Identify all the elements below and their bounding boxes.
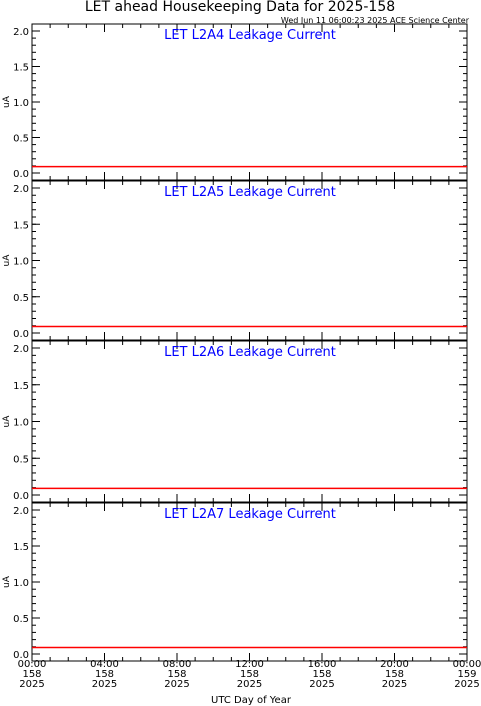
y-tick-label: 0.5 (13, 134, 29, 145)
x-tick-doy: 158 (167, 669, 186, 680)
y-tick-label: 1.5 (13, 220, 29, 231)
panel-frame (31, 502, 468, 662)
x-tick-doy: 159 (457, 669, 476, 680)
y-tick-label: 0.5 (13, 454, 29, 465)
x-tick-doy: 158 (22, 669, 41, 680)
x-tick-doy: 158 (385, 669, 404, 680)
panel-4: 0.0 0.5 1.0 1.5 2.0 uA LET L2A7 Leakage Curren… (2, 502, 468, 662)
x-tick-time: 20:00 (380, 659, 409, 670)
x-axis: 00:00158202504:00158202508:00158202512:0… (18, 659, 481, 690)
y-axis-label: uA (2, 575, 12, 588)
x-tick-doy: 158 (312, 669, 331, 680)
x-tick-year: 2025 (164, 679, 189, 690)
panel-3: 0.0 0.5 1.0 1.5 2.0 uA LET L2A6 Leakage Curren… (2, 340, 468, 503)
x-axis-label: UTC Day of Year (211, 695, 292, 706)
x-tick-time: 04:00 (90, 659, 119, 670)
x-tick-year: 2025 (92, 679, 117, 690)
panel-2: 0.0 0.5 1.0 1.5 2.0 uA LET L2A5 Leakage Curren… (2, 180, 468, 341)
x-tick-doy: 158 (95, 669, 114, 680)
y-tick-label: 2.0 (13, 506, 29, 517)
panels: 0.0 0.5 1.0 1.5 2.0 uA LET L2A4 Leakage Curren… (2, 23, 468, 662)
y-axis-label: uA (2, 415, 12, 428)
panel-frame (31, 23, 468, 181)
panel-title: LET L2A4 Leakage Current (164, 28, 336, 43)
y-tick-label: 1.0 (13, 98, 29, 109)
panel-title: LET L2A5 Leakage Current (164, 185, 336, 200)
x-tick-year: 2025 (237, 679, 262, 690)
y-tick-label: 1.0 (13, 418, 29, 429)
y-axis-label: uA (2, 254, 12, 267)
generation-timestamp: Wed Jun 11 06:00:23 2025 ACE Science Cen… (281, 16, 470, 25)
panel-title: LET L2A6 Leakage Current (164, 345, 336, 360)
y-tick-label: 0.0 (13, 169, 29, 180)
y-tick-label: 1.0 (13, 578, 29, 589)
panel-title: LET L2A7 Leakage Current (164, 507, 336, 522)
x-tick-year: 2025 (382, 679, 407, 690)
x-tick-year: 2025 (454, 679, 479, 690)
y-tick-label: 2.0 (13, 27, 29, 38)
x-tick-time: 00:00 (18, 659, 47, 670)
panel-1: 0.0 0.5 1.0 1.5 2.0 uA LET L2A4 Leakage Curren… (2, 23, 468, 181)
panel-frame (31, 180, 468, 341)
x-tick-year: 2025 (309, 679, 334, 690)
y-tick-label: 1.5 (13, 381, 29, 392)
x-tick-time: 00:00 (453, 659, 481, 670)
y-tick-label: 2.0 (13, 184, 29, 195)
x-tick-year: 2025 (19, 679, 44, 690)
y-tick-label: 0.5 (13, 614, 29, 625)
y-tick-label: 0.5 (13, 293, 29, 304)
y-axis-label: uA (2, 95, 12, 108)
y-tick-label: 1.5 (13, 63, 29, 74)
panel-frame (31, 340, 468, 503)
y-tick-label: 1.5 (13, 542, 29, 553)
x-tick-time: 08:00 (163, 659, 192, 670)
x-tick-doy: 158 (240, 669, 259, 680)
x-tick-time: 12:00 (235, 659, 264, 670)
x-tick-time: 16:00 (308, 659, 337, 670)
y-tick-label: 0.0 (13, 329, 29, 340)
y-tick-label: 2.0 (13, 344, 29, 355)
y-tick-label: 0.0 (13, 491, 29, 502)
figure-title: LET ahead Housekeeping Data for 2025-158 (85, 0, 395, 15)
y-tick-label: 0.0 (13, 650, 29, 661)
y-tick-label: 1.0 (13, 257, 29, 268)
